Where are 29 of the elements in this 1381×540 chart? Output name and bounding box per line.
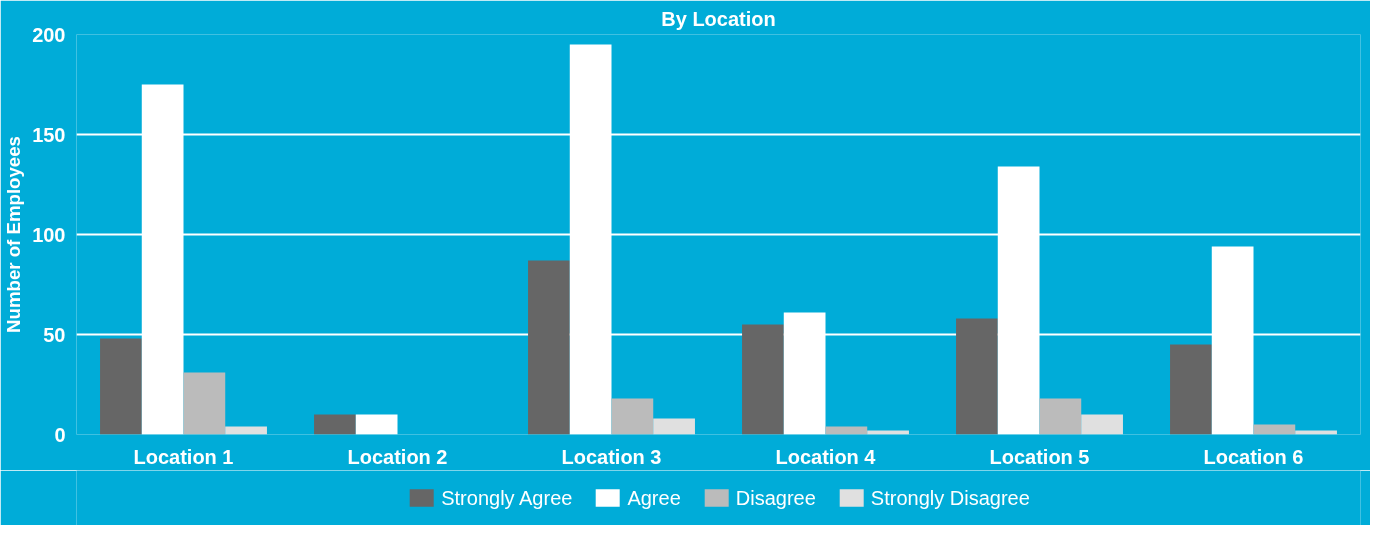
bar (100, 338, 142, 435)
bar (742, 324, 784, 435)
bar (653, 418, 695, 435)
bar (355, 414, 398, 435)
x-tick-label: Location 6 (1203, 445, 1304, 468)
y-tick-label: 100 (32, 223, 66, 246)
x-tick-label: Location 3 (561, 445, 662, 468)
x-tick-label: Location 5 (989, 445, 1090, 468)
bar (314, 414, 356, 435)
x-tick-label: Location 2 (347, 445, 448, 468)
chart-title: By Location (661, 7, 776, 30)
y-axis-title: Number of Employees (3, 136, 25, 333)
legend-label: Disagree (735, 486, 816, 509)
bar (528, 260, 570, 435)
bar (611, 398, 654, 435)
bar (1170, 344, 1212, 435)
y-tick-label: 200 (32, 23, 66, 46)
legend-label: Strongly Agree (441, 486, 573, 509)
bar (956, 318, 998, 435)
legend-label: Strongly Disagree (870, 486, 1030, 509)
y-tick-label: 0 (54, 423, 66, 446)
bar (1039, 398, 1082, 435)
bar (183, 372, 226, 435)
y-tick-label: 150 (32, 123, 66, 146)
x-tick-label: Location 1 (133, 445, 234, 468)
x-tick-label: Location 4 (775, 445, 877, 468)
legend-label: Agree (627, 486, 681, 509)
y-tick-label: 50 (43, 323, 66, 346)
bar (1081, 414, 1123, 435)
